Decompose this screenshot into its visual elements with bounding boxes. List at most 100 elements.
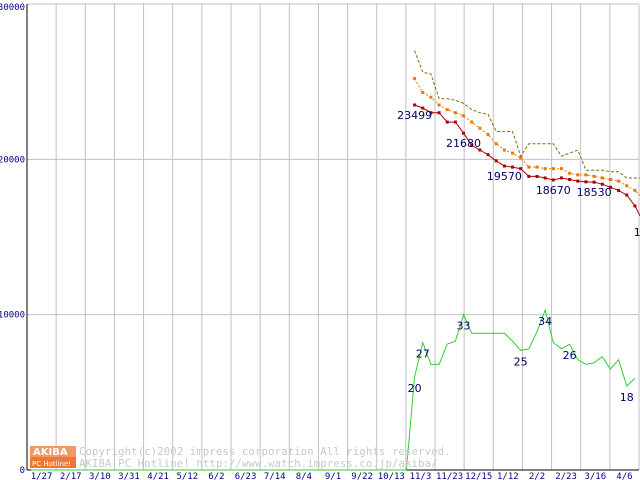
x-tick-label: 9/22	[351, 472, 373, 480]
series-point	[559, 167, 563, 171]
series-point	[617, 179, 621, 183]
series-point	[543, 167, 547, 171]
series-point	[527, 174, 531, 178]
data-label: 25	[514, 355, 528, 368]
x-tick-label: 9/1	[325, 472, 341, 480]
series-point	[413, 77, 417, 81]
x-tick-label: 2/17	[60, 472, 82, 480]
copyright-line: Copyright(c)2002 impress corporation All…	[79, 446, 451, 458]
x-tick-label: 3/31	[118, 472, 140, 480]
series-point	[543, 176, 547, 180]
data-label: 20	[408, 382, 422, 395]
series-line	[31, 308, 636, 471]
series-point	[625, 193, 629, 197]
series-lines	[31, 50, 640, 471]
x-tick-label: 6/2	[208, 472, 224, 480]
series-point	[421, 91, 425, 95]
x-tick-label: 12/15	[465, 472, 492, 480]
x-tick-label: 1/27	[31, 472, 53, 480]
series-point	[617, 188, 621, 192]
data-label: 27	[416, 348, 430, 361]
data-label: 33	[457, 320, 471, 333]
series-point	[511, 151, 515, 155]
series-point	[527, 165, 531, 169]
series-point	[608, 185, 612, 189]
data-label: 19570	[487, 170, 522, 183]
data-label: 23499	[397, 109, 432, 122]
series-point	[437, 103, 441, 107]
x-tick-label: 4/21	[147, 472, 169, 480]
axes	[26, 4, 639, 471]
series-point	[470, 143, 474, 147]
data-label: 18530	[577, 186, 612, 199]
x-tick-label: 3/16	[584, 472, 606, 480]
x-axis-ticks: 1/27 2/17 3/10 3/31 4/21 5/12 6/2 6/23 7/14 8/4 9/…	[31, 472, 633, 480]
series-point	[437, 111, 441, 115]
series-point	[633, 188, 637, 192]
y-axis-ticks: 0 10000 20000 30000	[0, 3, 25, 476]
series-point	[462, 131, 466, 135]
logo-box-top	[30, 446, 76, 457]
series-point	[600, 182, 604, 186]
series-point	[592, 174, 596, 178]
data-label: 34	[538, 315, 552, 328]
series-point	[486, 132, 490, 136]
series-point	[608, 178, 612, 182]
x-tick-label: 11/3	[410, 472, 432, 480]
y-tick-label: 10000	[0, 311, 25, 321]
x-tick-label: 7/14	[264, 472, 286, 480]
series-point	[600, 176, 604, 180]
x-tick-label: 11/23	[436, 472, 463, 480]
series-point	[576, 173, 580, 177]
x-tick-label: 1/12	[497, 472, 519, 480]
logo-text-bottom: PC Hotline!	[32, 460, 71, 468]
series-point	[421, 106, 425, 110]
x-tick-label: 5/12	[176, 472, 198, 480]
data-label: 21680	[446, 137, 481, 150]
series-point	[535, 165, 539, 169]
series-point	[584, 180, 588, 184]
series-point	[494, 142, 498, 146]
series-point	[478, 126, 482, 130]
series-point	[413, 103, 417, 107]
x-tick-label: 10/13	[378, 472, 405, 480]
series-point	[445, 120, 449, 124]
series-point	[453, 120, 457, 124]
series-point	[519, 167, 523, 171]
watermark: AKIBA PC Hotline! Copyright(c)2002 impre…	[30, 446, 451, 470]
y-tick-label: 0	[20, 466, 25, 476]
series-point	[551, 178, 555, 182]
series-point	[625, 184, 629, 188]
series-point	[633, 204, 637, 208]
x-tick-label: 4/6	[616, 472, 632, 480]
logo-text-top: AKIBA	[33, 447, 68, 458]
data-label: 26	[563, 349, 577, 362]
series-point	[502, 164, 506, 168]
series-point	[502, 148, 506, 152]
y-tick-label: 20000	[0, 155, 25, 165]
series-point	[559, 176, 563, 180]
y-tick-label: 30000	[0, 3, 25, 13]
website-line: AKIBA PC Hotline! http://www.watch.impre…	[79, 458, 438, 470]
series-point	[592, 180, 596, 184]
data-label: 18	[620, 391, 634, 404]
series-point	[535, 174, 539, 178]
series-point	[511, 165, 515, 169]
x-tick-label: 6/23	[235, 472, 257, 480]
grid-lines	[26, 3, 640, 471]
series-point	[584, 173, 588, 177]
series-point	[470, 120, 474, 124]
series-point	[568, 171, 572, 175]
x-tick-label: 2/2	[529, 472, 545, 480]
series-point	[494, 159, 498, 163]
series-point	[478, 148, 482, 152]
logo-box-bottom	[30, 457, 76, 468]
x-tick-label: 2/23	[555, 472, 577, 480]
series-point	[551, 167, 555, 171]
x-tick-label: 8/4	[296, 472, 312, 480]
series-point	[568, 178, 572, 182]
series-point	[445, 108, 449, 112]
series-line	[414, 50, 640, 179]
series-point	[462, 114, 466, 118]
